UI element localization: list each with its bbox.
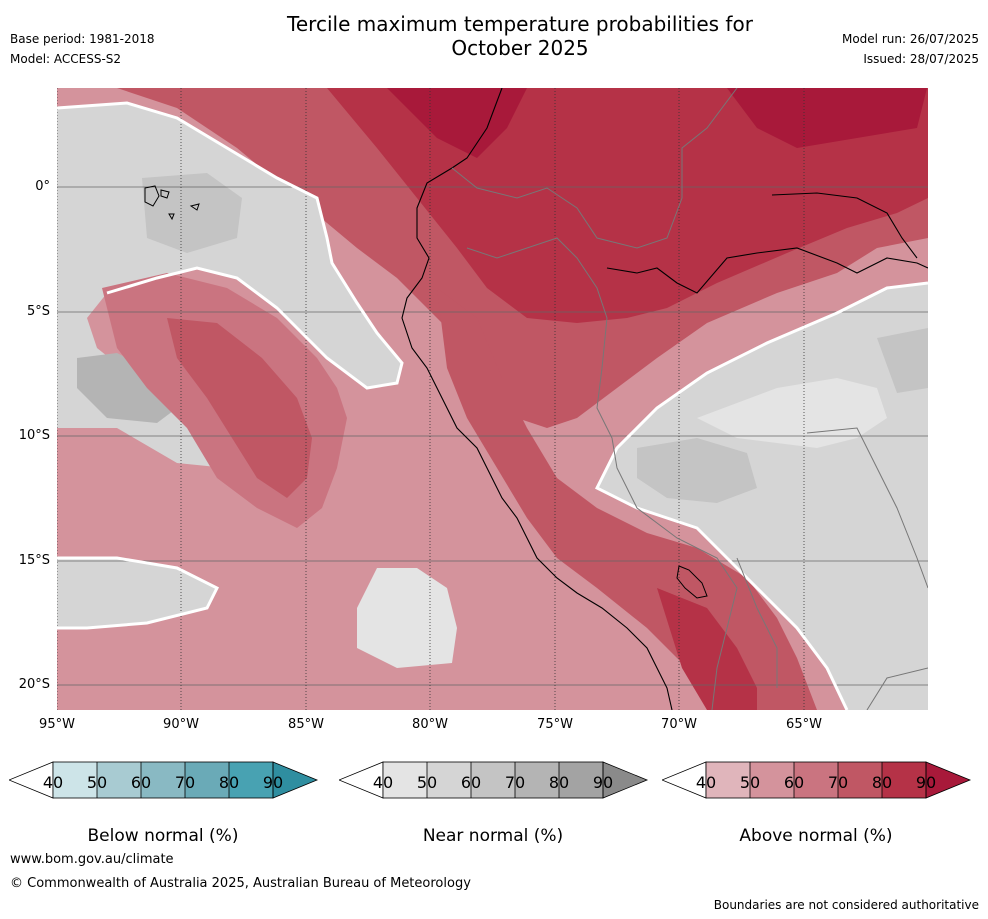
boundary-southwest	[57, 556, 220, 630]
near-swatch-50-60	[427, 762, 471, 798]
near-normal-southwest	[57, 558, 217, 628]
amazon-river	[606, 247, 928, 294]
above-80-west	[167, 318, 312, 498]
below-swatch-60-70	[141, 762, 185, 798]
above-tick-40: 40	[695, 773, 717, 792]
above-swatch-70-80	[838, 762, 882, 798]
near-normal-east-light	[697, 378, 887, 448]
lat-tick-0: 0°	[35, 179, 50, 194]
below-tick-70: 70	[174, 773, 196, 792]
island-4	[168, 213, 175, 221]
lat-tick-20s: 20°S	[18, 677, 50, 692]
lon-tick-70w: 70°W	[661, 717, 697, 732]
map-title: Tercile maximum temperature probabilitie…	[170, 12, 870, 60]
above-90-coast	[657, 588, 757, 710]
title-line-2: October 2025	[451, 36, 589, 60]
gridlines	[57, 186, 928, 686]
above-normal-label: Above normal (%)	[739, 826, 893, 846]
above-tick-90: 90	[915, 773, 937, 792]
near-tick-50: 50	[416, 773, 438, 792]
meta-left: Base period: 1981-2018 Model: ACCESS-S2	[10, 31, 155, 67]
meta-right: Model run: 26/07/2025 Issued: 28/07/2025	[842, 31, 979, 67]
above-swatch-60-70	[794, 762, 838, 798]
above-normal-colorbar	[662, 761, 972, 799]
copyright-notice: © Commonwealth of Australia 2025, Austra…	[10, 876, 471, 891]
above-tick-80: 80	[871, 773, 893, 792]
above-swatch-40-50	[706, 762, 750, 798]
above-95-north	[387, 88, 927, 158]
near-swatch-60-70	[471, 762, 515, 798]
northern-coast	[771, 192, 918, 259]
above-swatch-50-60	[750, 762, 794, 798]
island-1	[144, 185, 160, 207]
above-tick-60: 60	[783, 773, 805, 792]
lat-tick-10s: 10°S	[18, 428, 50, 443]
near-normal-south-central	[357, 568, 457, 668]
near-swatch-40-50	[383, 762, 427, 798]
coastline	[401, 88, 673, 710]
above-tick-50: 50	[739, 773, 761, 792]
lake-titicaca	[676, 565, 708, 599]
lon-tick-85w: 85°W	[288, 717, 324, 732]
galapagos-islands	[144, 185, 200, 221]
near-normal-colorbar	[339, 761, 649, 799]
below-tick-40: 40	[42, 773, 64, 792]
base-period: Base period: 1981-2018	[10, 32, 155, 46]
lat-tick-5s: 5°S	[26, 304, 50, 319]
issued-date: Issued: 28/07/2025	[863, 52, 979, 66]
boundary-disclaimer: Boundaries are not considered authoritat…	[713, 898, 979, 912]
below-swatch-80-90	[229, 762, 273, 798]
model-name: Model: ACCESS-S2	[10, 52, 122, 66]
near-swatch-70-80	[515, 762, 559, 798]
boundary-west	[57, 101, 404, 390]
below-tick-80: 80	[218, 773, 240, 792]
below-swatch-40-50	[53, 762, 97, 798]
boundary-east	[594, 281, 928, 710]
probability-map	[57, 88, 928, 710]
near-tick-40: 40	[372, 773, 394, 792]
lon-tick-95w: 95°W	[39, 717, 75, 732]
website-link[interactable]: www.bom.gov.au/climate	[10, 852, 174, 867]
near-normal-galapagos	[142, 173, 242, 253]
below-tick-60: 60	[130, 773, 152, 792]
near-swatch-80-90	[559, 762, 603, 798]
island-3	[189, 203, 200, 211]
below-swatch-50-60	[97, 762, 141, 798]
above-tick-70: 70	[827, 773, 849, 792]
near-normal-label: Near normal (%)	[422, 826, 564, 846]
lon-tick-90w: 90°W	[163, 717, 199, 732]
model-run: Model run: 26/07/2025	[841, 32, 979, 46]
below-normal-label: Below normal (%)	[87, 826, 239, 846]
near-tick-60: 60	[460, 773, 482, 792]
tercile-boundaries	[57, 101, 928, 710]
lat-tick-15s: 15°S	[18, 553, 50, 568]
near-normal-east-dark	[637, 328, 928, 503]
below-tick-50: 50	[86, 773, 108, 792]
near-tick-80: 80	[548, 773, 570, 792]
lon-tick-65w: 65°W	[786, 717, 822, 732]
below-tick-90: 90	[262, 773, 284, 792]
above-swatch-80-90	[882, 762, 926, 798]
below-swatch-70-80	[185, 762, 229, 798]
near-tick-90: 90	[592, 773, 614, 792]
near-tick-70: 70	[504, 773, 526, 792]
lon-tick-75w: 75°W	[537, 717, 573, 732]
island-2	[160, 189, 170, 199]
above-80-coast	[437, 288, 817, 710]
below-normal-colorbar	[9, 761, 319, 799]
title-line-1: Tercile maximum temperature probabilitie…	[287, 12, 753, 36]
lon-tick-80w: 80°W	[412, 717, 448, 732]
near-normal-west	[57, 103, 402, 468]
country-borders	[451, 88, 928, 710]
